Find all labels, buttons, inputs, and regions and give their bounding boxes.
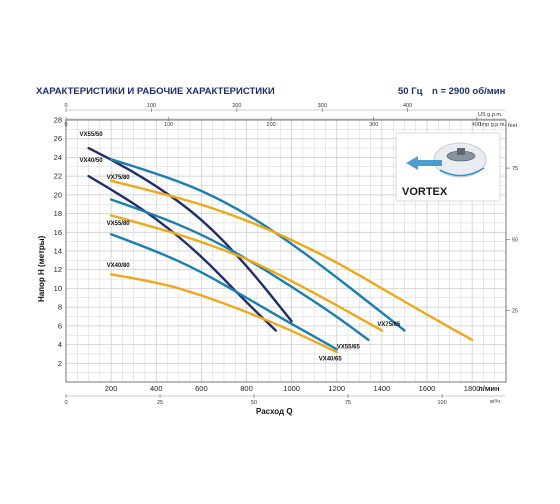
top-axis-2-label: 100 [147, 103, 156, 109]
x-tick-label: 1600 [419, 384, 436, 393]
y-tick-label: 12 [54, 265, 62, 274]
top-axis-2-label: 300 [318, 103, 327, 109]
y-tick-label: 8 [58, 303, 62, 312]
label-vx40-80: VX40/80 [107, 263, 131, 269]
bottom-axis-m3h: 0 25 50 75 100 [64, 394, 447, 406]
top-axis-2-label: 200 [232, 103, 241, 109]
bottom-axis-2-label: 100 [437, 400, 446, 406]
x-axis-unit: л/мин [478, 384, 500, 393]
x-tick-label: 1200 [328, 384, 345, 393]
curve-vx75-80 [109, 158, 406, 332]
right-axis-feet: 25 50 75 [506, 166, 518, 315]
y-tick-label: 16 [54, 228, 62, 237]
label-vx55-65: VX55/65 [337, 344, 361, 350]
y-tick-label: 20 [54, 190, 62, 199]
top-axes: 0 100 200 300 400 0 100 200 300 400 Imp g.p.m. U… [64, 103, 506, 128]
curve-vx55-50 [87, 146, 293, 323]
right-axis-label: 75 [512, 166, 518, 172]
x-axis-title: Расход Q [256, 407, 293, 416]
curve-vx40-65 [109, 273, 338, 354]
right-axis-label: 50 [512, 237, 518, 243]
impeller-hub-icon [457, 148, 465, 155]
swirl-icon [439, 167, 485, 177]
label-vx75-80: VX75/80 [107, 175, 131, 181]
top-axis-1-label: 100 [164, 122, 173, 128]
y-tick-label: 28 [54, 116, 62, 125]
y-axis-title: Напор H (метры) [37, 235, 46, 302]
x-tick-label: 200 [105, 384, 118, 393]
chart-title: ХАРАКТЕРИСТИКИ И РАБОЧИЕ ХАРАКТЕРИСТИКИ [36, 86, 275, 97]
y-tick-label: 18 [54, 209, 62, 218]
x-tick-label: 1800 [464, 384, 481, 393]
bottom-axis-2-label: 0 [64, 400, 67, 406]
vortex-logo: VORTEX [395, 132, 501, 202]
y-tick-label: 2 [58, 359, 62, 368]
curve-vx40-50 [87, 174, 277, 332]
y-tick-label: 22 [54, 172, 62, 181]
bottom-axis-2-label: 75 [345, 400, 351, 406]
label-vx40-65: VX40/65 [319, 356, 343, 362]
x-tick-label: 1000 [283, 384, 300, 393]
bottom-axis-2-unit: м³/ч [490, 399, 500, 405]
label-vx75-65: VX75/65 [377, 322, 401, 328]
plot-frame [65, 119, 507, 383]
y-tick-label: 24 [54, 153, 62, 162]
bottom-axis-2-label: 50 [251, 400, 257, 406]
right-axis-unit: feet [508, 123, 518, 129]
top-axis-1-label: 300 [369, 122, 378, 128]
label-vx55-50: VX55/50 [80, 132, 104, 138]
top-axis-imp-gpm: 0 100 200 300 400 [64, 117, 481, 128]
top-axis-2-label: 0 [64, 103, 67, 109]
top-axis-1-label: 400 [472, 122, 481, 128]
label-vx40-50: VX40/50 [80, 158, 104, 164]
speed-label: n = 2900 об/мин [432, 86, 506, 97]
curve-vx75-65 [109, 179, 474, 342]
series-labels: VX55/50 VX40/50 VX75/80 VX55/80 VX40/80 VX75/… [80, 132, 402, 363]
top-axis-us-unit: US g.p.m. [478, 112, 503, 118]
y-tick-label: 14 [54, 247, 62, 256]
curve-vx40-80 [109, 233, 338, 351]
top-axis-1-label: 200 [267, 122, 276, 128]
series-curves [87, 146, 474, 354]
y-tick-label: 10 [54, 284, 62, 293]
top-axis-imp-unit: Imp g.p.m. [480, 122, 506, 128]
curve-vx55-65 [109, 214, 384, 332]
top-axis-us-gpm: 0 100 200 300 400 [64, 103, 412, 112]
x-tick-label: 400 [150, 384, 163, 393]
top-axis-2-label: 400 [403, 103, 412, 109]
x-axis-ticks: 200 400 600 800 1000 1200 1400 1600 1800 [105, 384, 481, 393]
x-tick-label: 1400 [374, 384, 391, 393]
flow-arrow-icon [406, 156, 442, 170]
y-tick-label: 4 [58, 340, 62, 349]
label-vx55-80: VX55/80 [107, 221, 131, 227]
right-axis-label: 25 [512, 309, 518, 315]
frequency-label: 50 Гц [398, 86, 423, 97]
x-tick-label: 600 [195, 384, 208, 393]
y-tick-label: 6 [58, 321, 62, 330]
x-tick-label: 800 [240, 384, 253, 393]
logo-text: VORTEX [402, 186, 448, 198]
y-tick-label: 26 [54, 134, 62, 143]
bottom-axis-2-label: 25 [157, 400, 163, 406]
